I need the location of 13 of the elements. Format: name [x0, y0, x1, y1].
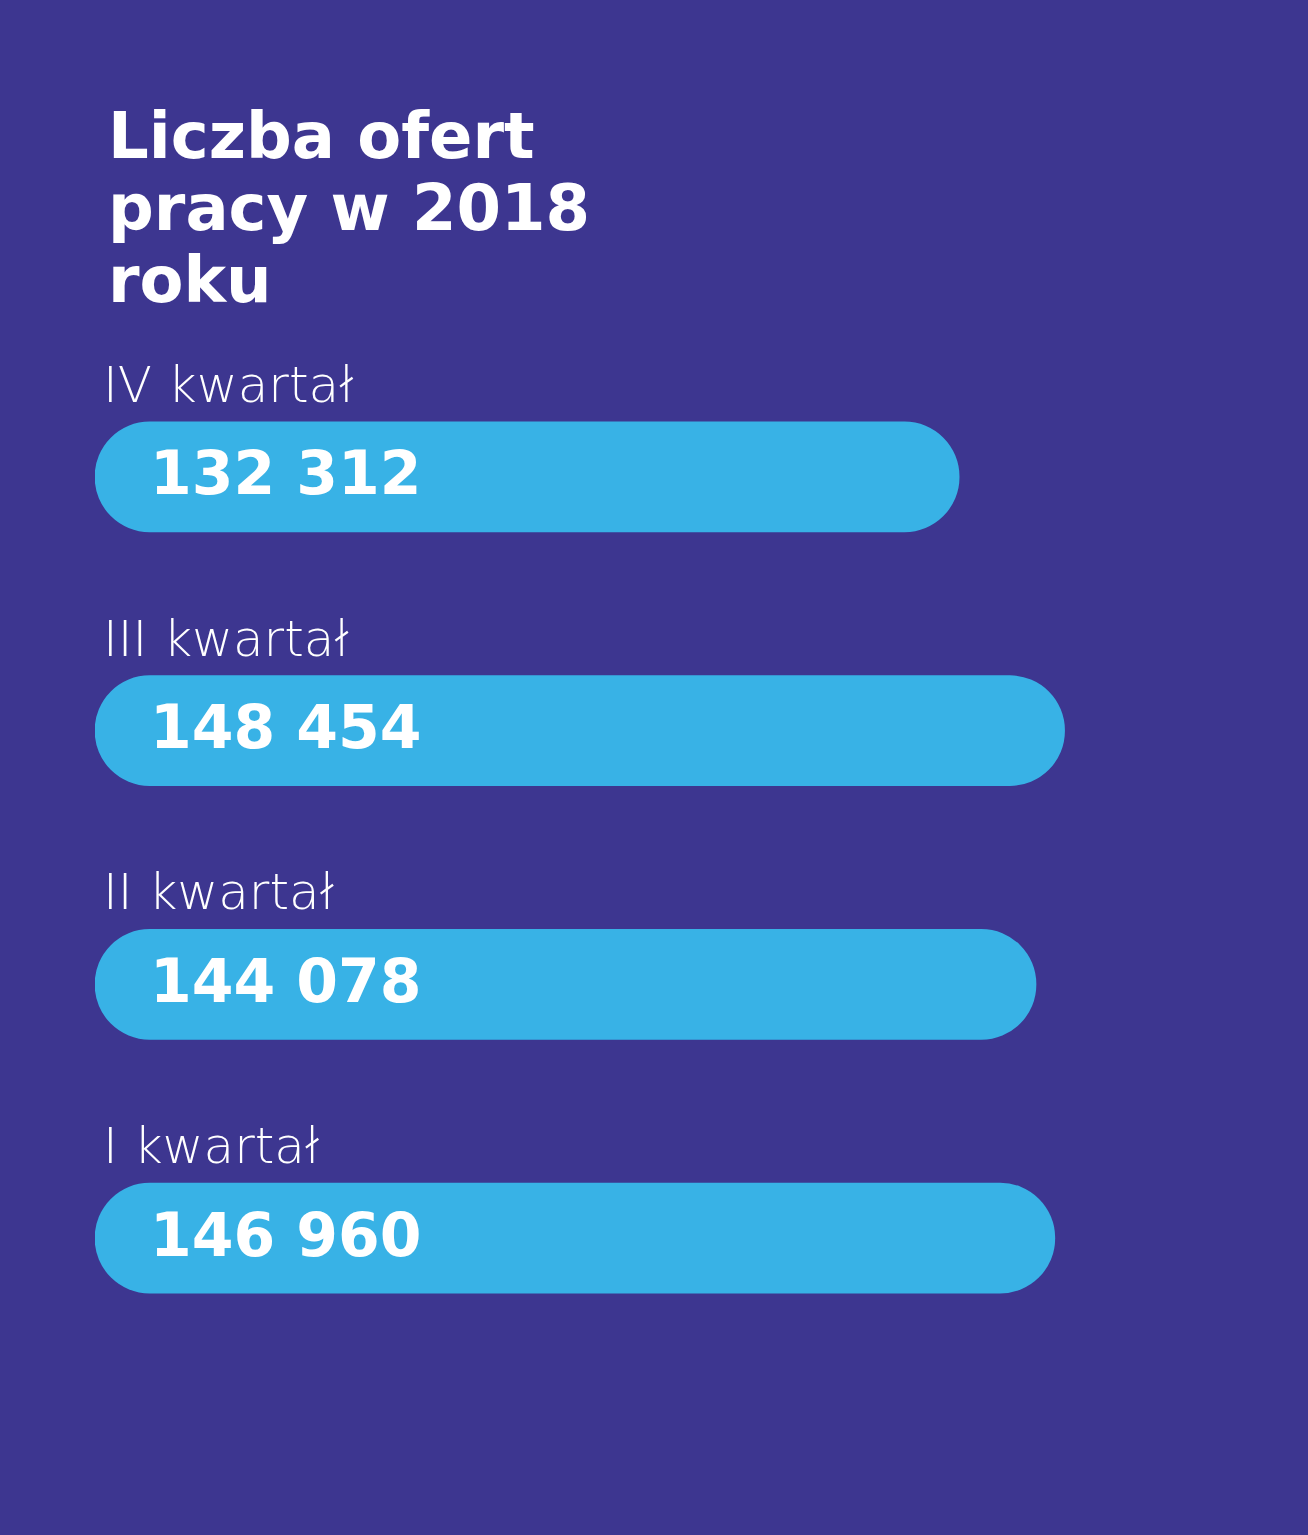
bar: [95, 675, 1065, 786]
bar: [95, 1182, 1056, 1294]
data-label: 146 960: [150, 1199, 422, 1270]
data-label: 144 078: [150, 945, 422, 1016]
y-tick-label: II kwartał: [103, 863, 334, 922]
bar: [95, 421, 960, 533]
chart-title: Liczba ofert pracy w 2018 roku: [108, 99, 592, 317]
data-label: 148 454: [150, 692, 422, 763]
bar: [95, 929, 1037, 1040]
y-tick-label: IV kwartał: [103, 355, 354, 414]
y-tick-label: I kwartał: [103, 1117, 320, 1176]
y-tick-label: III kwartał: [103, 609, 349, 668]
data-label: 132 312: [150, 438, 422, 509]
